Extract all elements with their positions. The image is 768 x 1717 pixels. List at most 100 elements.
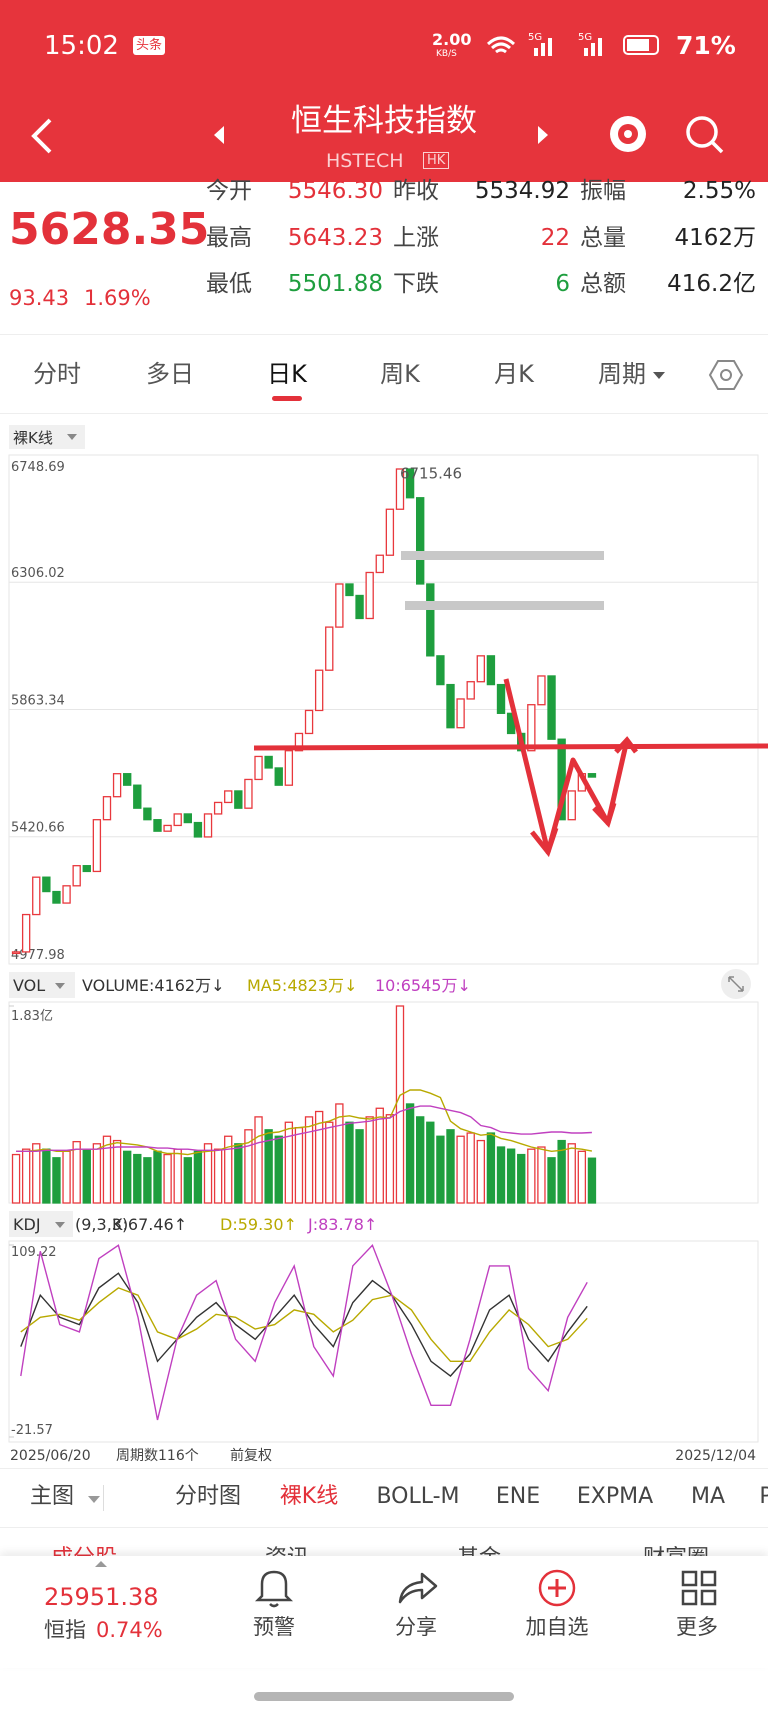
candle: [325, 626, 334, 671]
volume-bar: [537, 1146, 546, 1204]
volume-bar: [284, 1121, 294, 1204]
volume-bar: [123, 1150, 132, 1204]
indicator-tab[interactable]: BOLL-M: [376, 1484, 460, 1509]
quote-label: 总量: [580, 225, 626, 251]
max-label: 6715.46: [400, 465, 462, 483]
volume-bar: [314, 1110, 324, 1204]
volume-bar: [567, 1143, 576, 1204]
volume-bar: [102, 1135, 112, 1204]
footer-action[interactable]: 更多: [676, 1615, 718, 1639]
candle: [284, 750, 294, 786]
period-tab[interactable]: 周期: [598, 360, 646, 388]
volume-bar: [446, 1129, 455, 1204]
indicator-tab[interactable]: EXPMA: [576, 1484, 654, 1509]
volume-bar: [213, 1148, 223, 1204]
quote-label: 总额: [580, 271, 626, 297]
volume-bar: [72, 1140, 81, 1204]
header-market: HK: [423, 152, 450, 169]
index-value: 25951.38: [44, 1583, 159, 1611]
candle: [52, 890, 61, 904]
settings-icon[interactable]: [708, 358, 744, 392]
candle: [537, 675, 546, 706]
header-icons[interactable]: [604, 110, 744, 160]
candle: [143, 807, 152, 821]
status-app-icon: 头条: [133, 36, 166, 55]
candle: [244, 778, 253, 809]
candle: [496, 683, 506, 714]
quote-label: 最高: [206, 225, 252, 251]
candle: [567, 790, 576, 821]
candle: [365, 571, 374, 620]
status-time: 15:02: [44, 31, 119, 61]
y-tick-label: 5863.34: [11, 693, 65, 708]
period-count: 周期数116个: [116, 1448, 199, 1464]
adjust-mode: 前复权: [230, 1447, 272, 1464]
period-tab[interactable]: 分时: [33, 360, 81, 388]
candle: [436, 655, 445, 686]
candle: [92, 819, 102, 873]
svg-text:5G: 5G: [578, 32, 592, 43]
footer-action[interactable]: 预警: [253, 1615, 295, 1639]
volume-bar: [112, 1139, 122, 1204]
indicator-tab[interactable]: 裸K线: [279, 1484, 339, 1509]
volume-bar: [426, 1121, 435, 1204]
candle: [335, 583, 344, 628]
footer-action[interactable]: 分享: [395, 1615, 437, 1639]
y-tick-label: 6748.69: [11, 460, 65, 475]
series-line: [20, 1287, 588, 1363]
indicator-tab[interactable]: 主图: [29, 1484, 75, 1509]
status-speed: 2.00: [432, 30, 472, 49]
quote-label: 下跌: [393, 271, 439, 297]
tab-underline: [272, 396, 302, 401]
volume-bar: [264, 1129, 273, 1204]
quote-label: 上涨: [393, 225, 439, 251]
volume-bar: [587, 1157, 597, 1204]
volume-bar: [183, 1157, 192, 1204]
volume-bar: [133, 1153, 142, 1204]
index-name: 恒指: [44, 1618, 86, 1642]
indicator-tab[interactable]: MA: [690, 1484, 726, 1509]
candle: [395, 468, 405, 510]
period-tab[interactable]: 多日: [146, 360, 194, 388]
indicator-tab[interactable]: ENE: [495, 1484, 541, 1509]
candle: [254, 755, 263, 781]
volume-bar: [496, 1146, 506, 1204]
candle: [264, 755, 273, 769]
y-tick-label: 109.22: [11, 1245, 57, 1260]
footer-action[interactable]: 加自选: [525, 1615, 589, 1639]
quote-value: 5643.23: [287, 225, 383, 251]
candle: [547, 675, 556, 740]
indicator-tab[interactable]: P: [759, 1484, 768, 1509]
y-tick-label: 6306.02: [11, 566, 65, 581]
section-tab: 资讯: [265, 1548, 309, 1557]
divider: [0, 413, 768, 414]
volume-bar: [203, 1143, 213, 1204]
quote-value: 5501.88: [287, 271, 383, 297]
expand-arrow[interactable]: [94, 1560, 108, 1568]
candle: [173, 813, 182, 827]
section-tab: 成分股: [51, 1548, 117, 1557]
y-tick-label: -21.57: [11, 1423, 53, 1438]
volume-bar: [405, 1103, 415, 1204]
period-tab[interactable]: 周K: [380, 360, 420, 388]
indicator-name: VOL: [13, 976, 45, 995]
volume-bar: [52, 1157, 61, 1204]
legend-entry: 10:6545万↓: [375, 976, 471, 995]
quote-value: 6: [555, 271, 570, 297]
volume-bar: [163, 1153, 172, 1204]
volume-bar: [193, 1150, 203, 1204]
indicator-name: KDJ: [13, 1215, 41, 1234]
period-tab[interactable]: 日K: [267, 360, 307, 388]
divider: [0, 334, 768, 335]
period-tab[interactable]: 月K: [494, 360, 534, 388]
volume-bar: [143, 1157, 152, 1204]
candle: [304, 709, 314, 735]
volume-bar: [345, 1121, 354, 1204]
quote-value: 4162万: [674, 225, 756, 251]
volume-bar: [517, 1153, 526, 1204]
quote-value: 22: [540, 225, 570, 251]
back-button[interactable]: [28, 116, 58, 156]
candle: [587, 773, 597, 778]
indicator-tab[interactable]: 分时图: [174, 1484, 242, 1509]
candle: [203, 813, 213, 838]
